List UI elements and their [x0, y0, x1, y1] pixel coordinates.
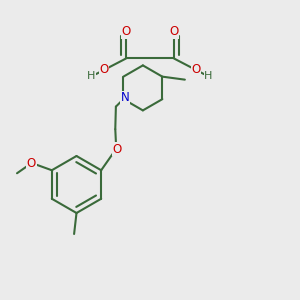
Text: O: O — [112, 143, 122, 156]
Text: H: H — [87, 71, 96, 82]
Text: O: O — [27, 158, 36, 170]
Text: O: O — [122, 25, 130, 38]
Text: N: N — [121, 91, 130, 104]
Text: O: O — [100, 63, 109, 76]
Text: O: O — [191, 63, 200, 76]
Text: O: O — [169, 25, 178, 38]
Text: H: H — [204, 71, 213, 82]
